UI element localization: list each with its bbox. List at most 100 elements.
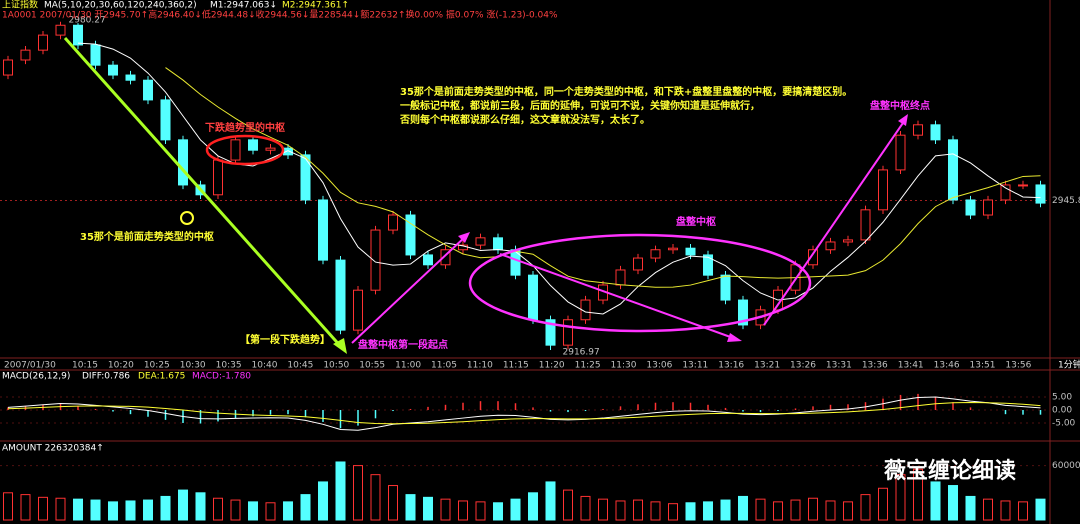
volume-bar	[528, 492, 538, 521]
candle-body	[930, 124, 941, 141]
volume-bar	[300, 494, 311, 521]
volume-bar	[773, 501, 783, 521]
volume-bar	[20, 494, 31, 521]
volume-bar	[580, 495, 591, 521]
x-tick-label: 13:46	[934, 361, 960, 371]
header-m2: M2:2947.361↑	[282, 1, 349, 11]
volume-bar	[808, 497, 818, 521]
candle-body	[825, 241, 836, 251]
candle-body	[738, 299, 748, 326]
volume-bar	[213, 497, 223, 521]
overlay	[63, 37, 908, 354]
trend-arrow	[499, 253, 737, 340]
header-m1: M1:2947.063↓	[210, 1, 277, 11]
candle-body	[230, 139, 241, 161]
candle-body	[143, 79, 153, 101]
annotation: 盘整中枢	[676, 215, 716, 228]
x-tick-label: 13:56	[1005, 361, 1031, 371]
x-tick-label: 10:15	[72, 361, 98, 371]
candle-body	[1000, 184, 1011, 201]
arrow-head	[333, 338, 347, 354]
high-label: 2980.27	[69, 15, 106, 25]
volume-bar	[405, 494, 416, 521]
x-tick-label: 10:30	[180, 361, 206, 371]
x-tick-label: 13:51	[970, 361, 996, 371]
y-tick-label: 5.00	[1052, 393, 1072, 403]
arrow-head	[727, 333, 742, 342]
annotation: 35那个是前面走势类型的中枢	[80, 230, 214, 243]
candle-body	[703, 254, 713, 276]
x-tick-label: 11:25	[575, 361, 601, 371]
x-tick-label: 10:40	[252, 361, 278, 371]
annotation: 盘整中枢终点	[870, 99, 930, 112]
candle-body	[545, 319, 556, 346]
x-tick-label: 11:05	[431, 361, 457, 371]
x-tick-label: 13:31	[826, 361, 852, 371]
volume-bar	[563, 489, 573, 521]
candle-body	[808, 249, 818, 266]
volume-bar	[860, 494, 871, 521]
candle-body	[475, 237, 486, 246]
candle-body	[160, 99, 171, 141]
candle-body	[423, 254, 433, 266]
volume-bar	[668, 503, 678, 521]
volume-bar	[895, 474, 906, 521]
candle-body	[965, 199, 976, 216]
x-tick-label: 11:30	[611, 361, 637, 371]
volume-bar	[720, 499, 731, 521]
x-tick-label: 13:06	[646, 361, 672, 371]
trend-arrow	[763, 119, 906, 326]
candle-body	[878, 169, 888, 211]
trend-arrow	[63, 37, 345, 350]
volume-bar	[930, 481, 941, 521]
candle-body	[20, 49, 31, 61]
volume-bar	[90, 499, 101, 521]
volume-bar	[55, 497, 66, 521]
y-tick-label: 2945.8	[1052, 196, 1080, 206]
x-tick-label: 10:20	[108, 361, 134, 371]
volume-bar	[650, 501, 661, 521]
volume-bar	[160, 495, 171, 521]
volume-bar	[370, 474, 381, 521]
candle-body	[650, 249, 661, 259]
volume-bar	[510, 498, 521, 521]
y-tick-label: 0.00	[1052, 406, 1072, 416]
volume-bar	[878, 487, 888, 521]
volume-bar	[790, 499, 801, 521]
annotation: 下跌趋势里的中枢	[205, 121, 285, 134]
dea-line	[7, 401, 1041, 425]
y-tick-label: -5.00	[1052, 419, 1076, 429]
candle-body	[353, 289, 363, 331]
candle-body	[3, 59, 13, 76]
annotation: 35那个是前面走势类型的中枢，同一个走势类型的中枢，和下跌+盘整里盘整的中枢，要…	[400, 85, 852, 98]
macd-label: MACD:-1.780	[192, 372, 251, 382]
header-ma: MA(5,10,20,30,60,120,240,360,2)	[44, 1, 197, 11]
candle-body	[493, 237, 503, 251]
candle-body	[860, 209, 871, 241]
header-name: 上证指数	[2, 0, 38, 11]
candle-body	[248, 139, 258, 151]
volume-bar	[125, 500, 136, 521]
x-tick-label: 13:16	[718, 361, 744, 371]
annotation: 【第一段下跌趋势】	[240, 333, 330, 346]
x-tick-label: 13:26	[790, 361, 816, 371]
macd-name: MACD(26,12,9)	[2, 372, 70, 382]
volume-bar	[685, 502, 696, 521]
candle-body	[1018, 184, 1028, 187]
ma-line	[165, 67, 1041, 288]
volume-bar	[1000, 500, 1011, 521]
candle-body	[720, 274, 731, 301]
volume-bar	[1018, 501, 1028, 521]
x-tick-label: 13:36	[862, 361, 888, 371]
volume-bar	[983, 498, 993, 521]
volume-bar	[475, 501, 486, 521]
diff-label: DIFF:0.786	[82, 372, 130, 382]
candle-body	[633, 257, 643, 271]
candle-body	[38, 34, 48, 51]
header-quote: 1A0001 2007/01/30 开2945.70↑高2946.40↓低294…	[2, 9, 558, 21]
x-tick-label: 10:35	[216, 361, 242, 371]
annotation: 盘整中枢第一段起点	[358, 338, 448, 351]
low-label: 2916.97	[563, 347, 600, 357]
